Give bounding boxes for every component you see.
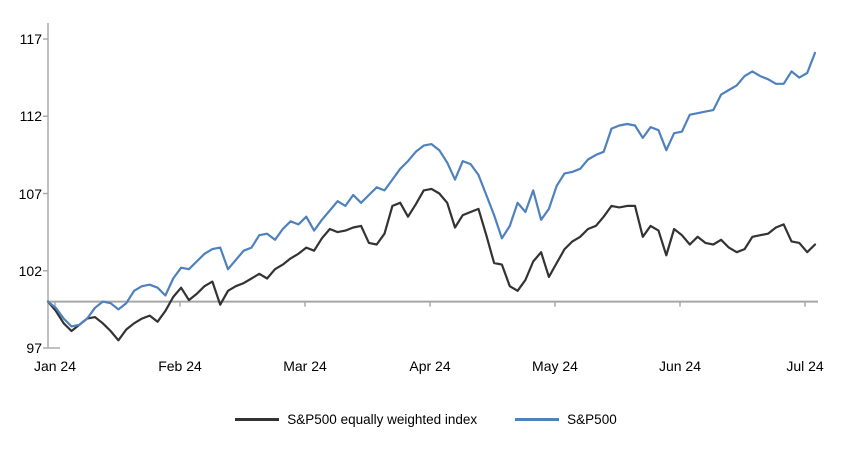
series-line-0: [46, 187, 817, 342]
legend-item-equal-weight: S&P500 equally weighted index: [235, 412, 477, 427]
x-tick-label: Jan 24: [33, 358, 77, 374]
legend-line-swatch-blue: [515, 418, 560, 421]
x-tick-label: Feb 24: [158, 358, 202, 374]
x-tick-label: May 24: [532, 358, 578, 374]
y-tick-label: 102: [18, 262, 42, 279]
legend-line-swatch-dark: [235, 418, 280, 421]
x-tick-label: Jul 24: [786, 358, 824, 374]
legend-label-sp500: S&P500: [567, 412, 617, 427]
legend-item-sp500: S&P500: [515, 412, 617, 427]
y-tick-label: 97: [26, 340, 42, 356]
x-tick-label: Apr 24: [409, 358, 451, 374]
x-tick-label: Jun 24: [658, 358, 702, 374]
y-tick-label: 112: [19, 108, 42, 125]
legend-label-equal-weight: S&P500 equally weighted index: [287, 412, 478, 427]
legend: S&P500 equally weighted index S&P500: [0, 412, 852, 427]
y-tick-label: 107: [18, 185, 42, 202]
y-tick-label: 117: [19, 31, 42, 47]
series-line-1: [46, 51, 817, 328]
x-tick-label: Mar 24: [283, 358, 327, 374]
